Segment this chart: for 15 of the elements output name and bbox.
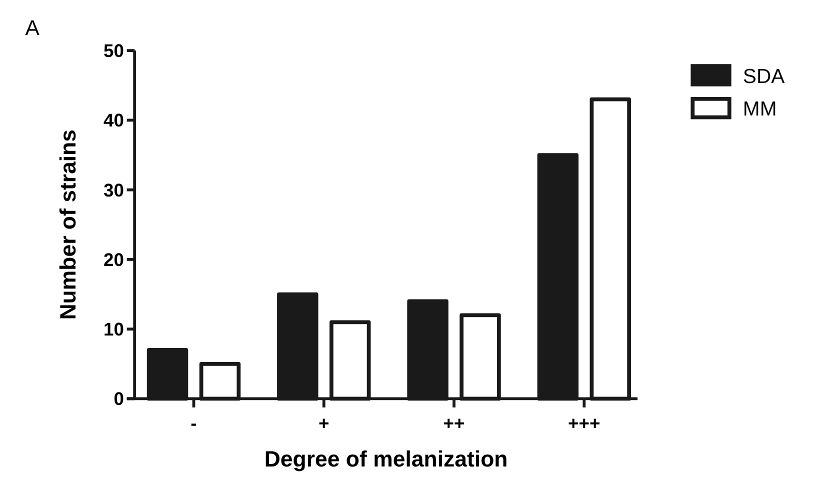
x-tick-label: +++	[568, 412, 600, 434]
y-tick-label: 50	[104, 40, 124, 61]
x-tick-label: -	[190, 412, 197, 434]
y-axis-title: Number of strains	[56, 130, 81, 320]
legend-label: SDA	[742, 66, 786, 88]
y-tick-label: 30	[104, 179, 124, 200]
x-axis-title: Degree of melanization	[264, 446, 508, 472]
x-tick-label: +	[318, 412, 330, 434]
text: A	[25, 16, 40, 40]
x-tick-label: ++	[443, 412, 465, 434]
y-tick-label: 20	[104, 248, 124, 270]
legend-label: MM	[742, 98, 777, 121]
y-tick-label: 0	[114, 388, 124, 410]
y-tick-label: 10	[104, 318, 124, 340]
y-tick-label: 40	[104, 110, 124, 131]
